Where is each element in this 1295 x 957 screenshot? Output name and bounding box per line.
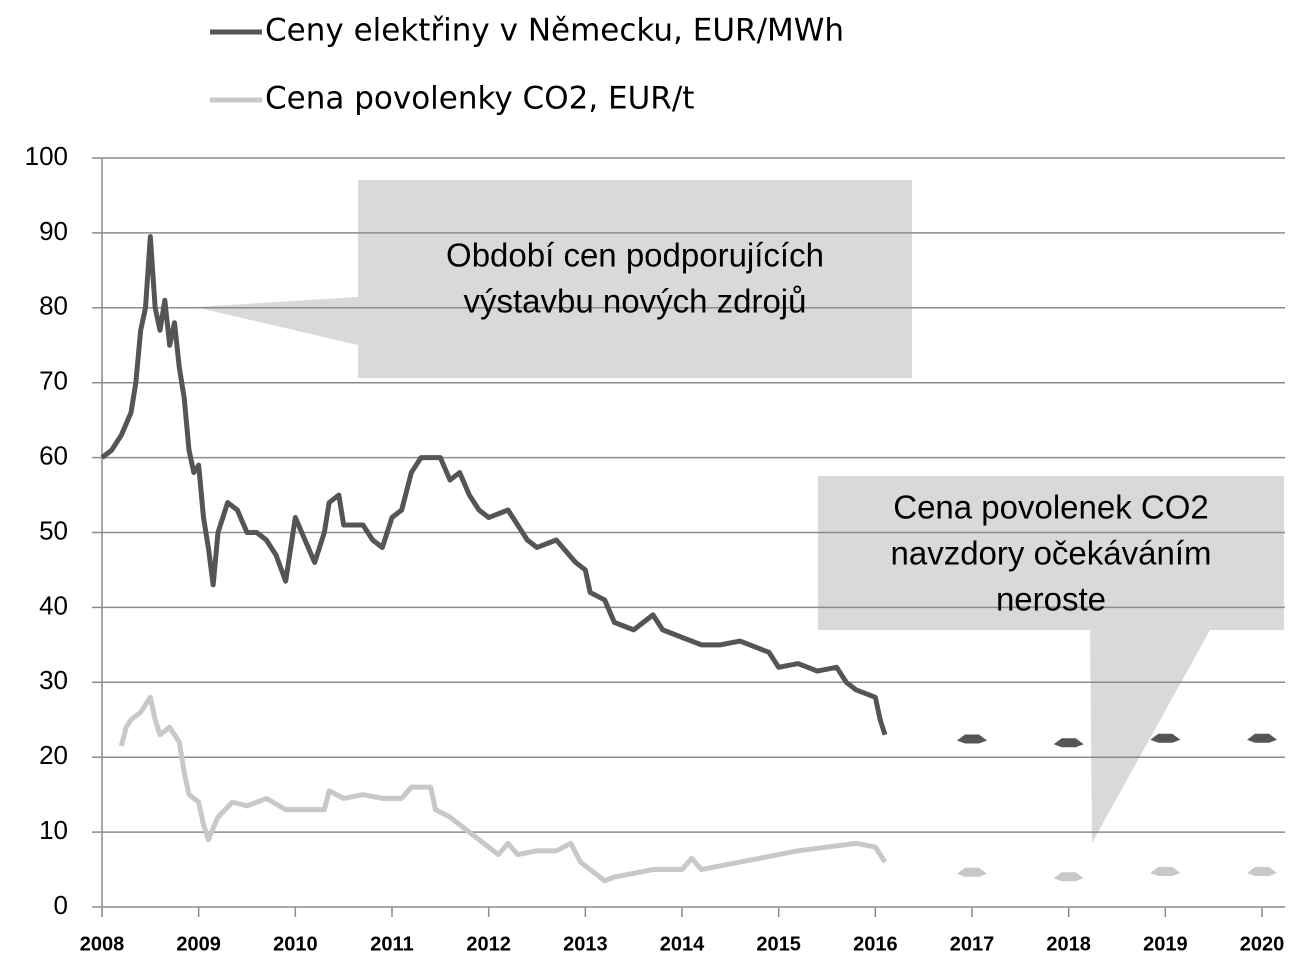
y-tick-label: 90: [39, 216, 68, 246]
series-line: [118, 694, 888, 884]
x-tick-label: 2016: [853, 933, 898, 955]
annotation: Období cen podporujících: [446, 237, 824, 274]
x-tick-label: 2014: [660, 933, 705, 955]
x-tick-label: 2009: [176, 933, 221, 955]
y-tick-label: 20: [39, 740, 68, 770]
annotation: navzdory očekáváním: [891, 535, 1212, 572]
forward-marker: [1150, 867, 1181, 877]
y-tick-label: 30: [39, 665, 68, 695]
y-tick-label: 80: [39, 291, 68, 321]
y-tick-label: 10: [39, 815, 68, 845]
y-tick-label: 0: [54, 890, 68, 920]
x-tick-label: 2008: [80, 933, 125, 955]
annotation: výstavbu nových zdrojů: [463, 283, 806, 320]
x-tick-label: 2015: [756, 933, 801, 955]
legend-label: Ceny elektřiny v Německu, EUR/MWh: [265, 13, 844, 49]
x-tick-label: 2011: [370, 933, 413, 955]
y-tick-label: 60: [39, 440, 68, 470]
x-tick-label: 2019: [1143, 933, 1188, 955]
annotation: neroste: [996, 581, 1106, 618]
legend-label: Cena povolenky CO2, EUR/t: [265, 81, 694, 117]
callout: [818, 476, 1284, 843]
forward-marker: [1053, 872, 1084, 882]
x-tick-label: 2017: [950, 933, 995, 955]
forward-marker: [1247, 733, 1277, 743]
forward-marker: [957, 867, 987, 877]
x-tick-label: 2020: [1240, 933, 1285, 955]
y-tick-label: 70: [39, 366, 68, 396]
y-tick-label: 40: [39, 590, 68, 620]
forward-marker: [1053, 738, 1084, 748]
series-line: [100, 234, 888, 736]
forward-marker: [1247, 867, 1277, 877]
forward-marker: [1150, 733, 1181, 743]
annotation: Cena povolenek CO2: [893, 489, 1209, 526]
x-tick-label: 2018: [1046, 933, 1091, 955]
y-tick-label: 50: [39, 515, 68, 545]
x-tick-label: 2010: [273, 933, 318, 955]
x-tick-label: 2013: [563, 933, 608, 955]
x-tick-label: 2012: [466, 933, 511, 955]
y-tick-label: 100: [25, 141, 68, 171]
forward-marker: [957, 734, 987, 744]
callout: [195, 180, 912, 378]
